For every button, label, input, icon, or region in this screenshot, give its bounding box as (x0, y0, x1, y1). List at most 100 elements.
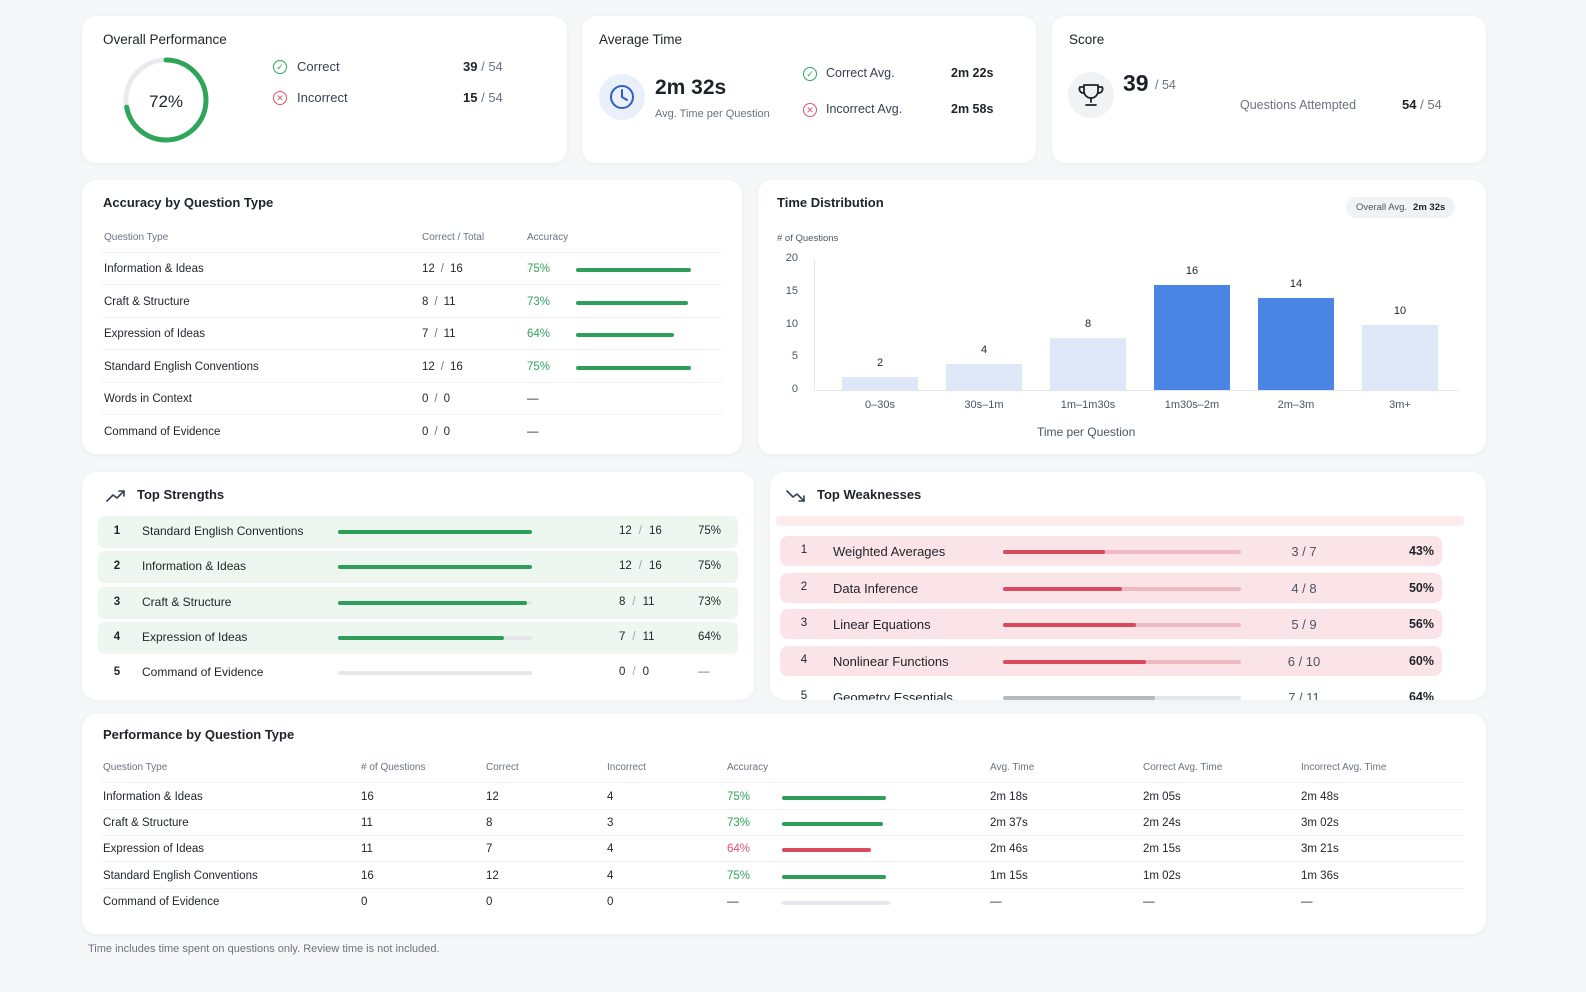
x-circle-icon: ✕ (803, 103, 817, 117)
avg-time-cell: 1m 15s (990, 869, 1028, 882)
strength-row: 2 Information & Ideas 12 / 16 75% (98, 551, 738, 584)
avg-time-cell: — (990, 895, 1002, 908)
strength-bar (338, 635, 504, 640)
th-accuracy: Accuracy (727, 762, 769, 773)
rank-number: 2 (800, 580, 808, 593)
correct-count: 39 / 54 (463, 59, 503, 74)
trending-down-icon (786, 490, 805, 502)
overall-performance-card: Overall Performance 72% ✓ Correct 39 / 5… (82, 16, 567, 163)
accuracy-percent: 64% (527, 328, 551, 340)
strength-fraction: 12 / 16 (619, 560, 662, 572)
y-axis-line (814, 259, 815, 390)
score-value: 39 (1123, 70, 1149, 96)
clock-icon (599, 74, 645, 120)
x-tick-label: 1m–1m30s (1060, 399, 1116, 411)
incorrect-value: 15 (463, 90, 478, 105)
correct-avg-time-cell: 2m 05s (1143, 791, 1181, 803)
strength-fraction: 0 / 0 (619, 666, 649, 678)
incorrect-cell: 3 (607, 817, 614, 830)
accuracy-bar (782, 796, 886, 800)
strength-percent: 75% (698, 525, 722, 537)
avg-time-value: 2m 32s (655, 76, 727, 99)
correct-avg-label: Correct Avg. (826, 66, 895, 80)
num-questions-cell: 16 (361, 869, 374, 882)
strength-bar (338, 530, 532, 534)
correct-count: 0 (422, 393, 429, 405)
th-correct-total: Correct / Total (422, 232, 485, 243)
num-questions-cell: 11 (361, 817, 373, 830)
question-type-cell: Standard English Conventions (103, 869, 258, 882)
pill-value: 2m 32s (1413, 202, 1446, 213)
correct-count: 8 (422, 295, 429, 308)
weakness-name: Linear Equations (833, 617, 931, 633)
x-tick-label: 30s–1m (964, 399, 1004, 411)
top-strengths-title: Top Strengths (137, 487, 225, 502)
accuracy-bar (576, 333, 674, 337)
rank-number: 3 (800, 617, 808, 630)
total-count: 16 (649, 525, 662, 537)
chart-bar (1258, 298, 1334, 390)
th-question-type: Question Type (104, 232, 169, 243)
weakness-name: Nonlinear Functions (833, 653, 949, 669)
overall-avg-pill: Overall Avg. 2m 32s (1346, 197, 1456, 218)
total-count: 16 (450, 360, 463, 373)
weakness-track (1003, 550, 1241, 554)
overall-percent: 72% (149, 92, 184, 111)
num-questions-cell: 11 (361, 843, 373, 856)
slash: / (440, 263, 444, 275)
question-type-cell: Standard English Conventions (104, 360, 259, 373)
strength-bar (338, 600, 527, 605)
weakness-row: 2 Data Inference 4 / 8 50% (780, 572, 1442, 603)
attempted-total: / 54 (1420, 97, 1442, 112)
accuracy-title: Accuracy by Question Type (103, 195, 274, 210)
correct-count: 0 (422, 425, 429, 438)
divider (102, 252, 722, 253)
questions-attempted-count: 54 / 54 (1402, 97, 1442, 112)
accuracy-percent: 75% (727, 869, 751, 882)
check-circle-icon: ✓ (273, 60, 287, 74)
check-circle-icon: ✓ (803, 67, 817, 81)
strength-name: Command of Evidence (142, 665, 264, 680)
weakness-row: 4 Nonlinear Functions 6 / 10 60% (780, 645, 1442, 676)
weakness-row: 5 Geometry Essentials 7 / 11 64% (780, 682, 1442, 700)
strength-name: Information & Ideas (142, 559, 247, 574)
correct-total-cell: 0 / 0 (422, 393, 450, 405)
questions-attempted-label: Questions Attempted (1240, 98, 1357, 112)
x-tick-label: 2m–3m (1277, 399, 1315, 411)
bar-value-label: 10 (1393, 304, 1407, 317)
accuracy-bar (576, 300, 688, 305)
bar-value-label: 16 (1185, 265, 1199, 278)
top-weaknesses-title: Top Weaknesses (817, 487, 922, 502)
strength-percent: 75% (698, 560, 722, 573)
y-tick-label: 0 (791, 383, 798, 395)
accuracy-percent: 75% (527, 263, 551, 275)
strength-row: 4 Expression of Ideas 7 / 11 64% (98, 621, 738, 654)
slash: / (632, 666, 636, 679)
score-card: Score 39 / 54 Questions Attempted 54 / 5… (1052, 16, 1486, 163)
y-axis-label: # of Questions (777, 233, 839, 244)
chart-bar (1154, 285, 1230, 390)
weakness-name: Geometry Essentials (833, 690, 953, 700)
strength-fraction: 12 / 16 (619, 525, 662, 537)
average-time-title: Average Time (599, 32, 683, 47)
strength-percent: — (698, 666, 710, 679)
weakness-percent: 56% (1408, 617, 1434, 632)
correct-count: 12 (422, 360, 435, 373)
x-tick-label: 1m30s–2m (1164, 399, 1220, 411)
incorrect-cell: 0 (607, 895, 614, 908)
weakness-row: 1 Weighted Averages 3 / 7 43% (780, 536, 1442, 566)
question-type-cell: Expression of Ideas (104, 328, 206, 340)
th-correct: Correct (486, 762, 519, 773)
bar-value-label: 4 (980, 343, 988, 356)
divider (102, 414, 722, 415)
incorrect-cell: 4 (607, 869, 614, 882)
total-count: 16 (649, 560, 662, 573)
accuracy-bar (576, 268, 691, 272)
total-count: 11 (443, 295, 456, 308)
weakness-fraction: 7 / 11 (1288, 690, 1320, 700)
chart-bar (946, 363, 1022, 390)
weakness-track (1003, 586, 1241, 591)
weakness-fraction: 5 / 9 (1291, 617, 1317, 633)
accuracy-percent: 73% (527, 295, 551, 308)
correct-avg-time-cell: 1m 02s (1143, 869, 1181, 882)
